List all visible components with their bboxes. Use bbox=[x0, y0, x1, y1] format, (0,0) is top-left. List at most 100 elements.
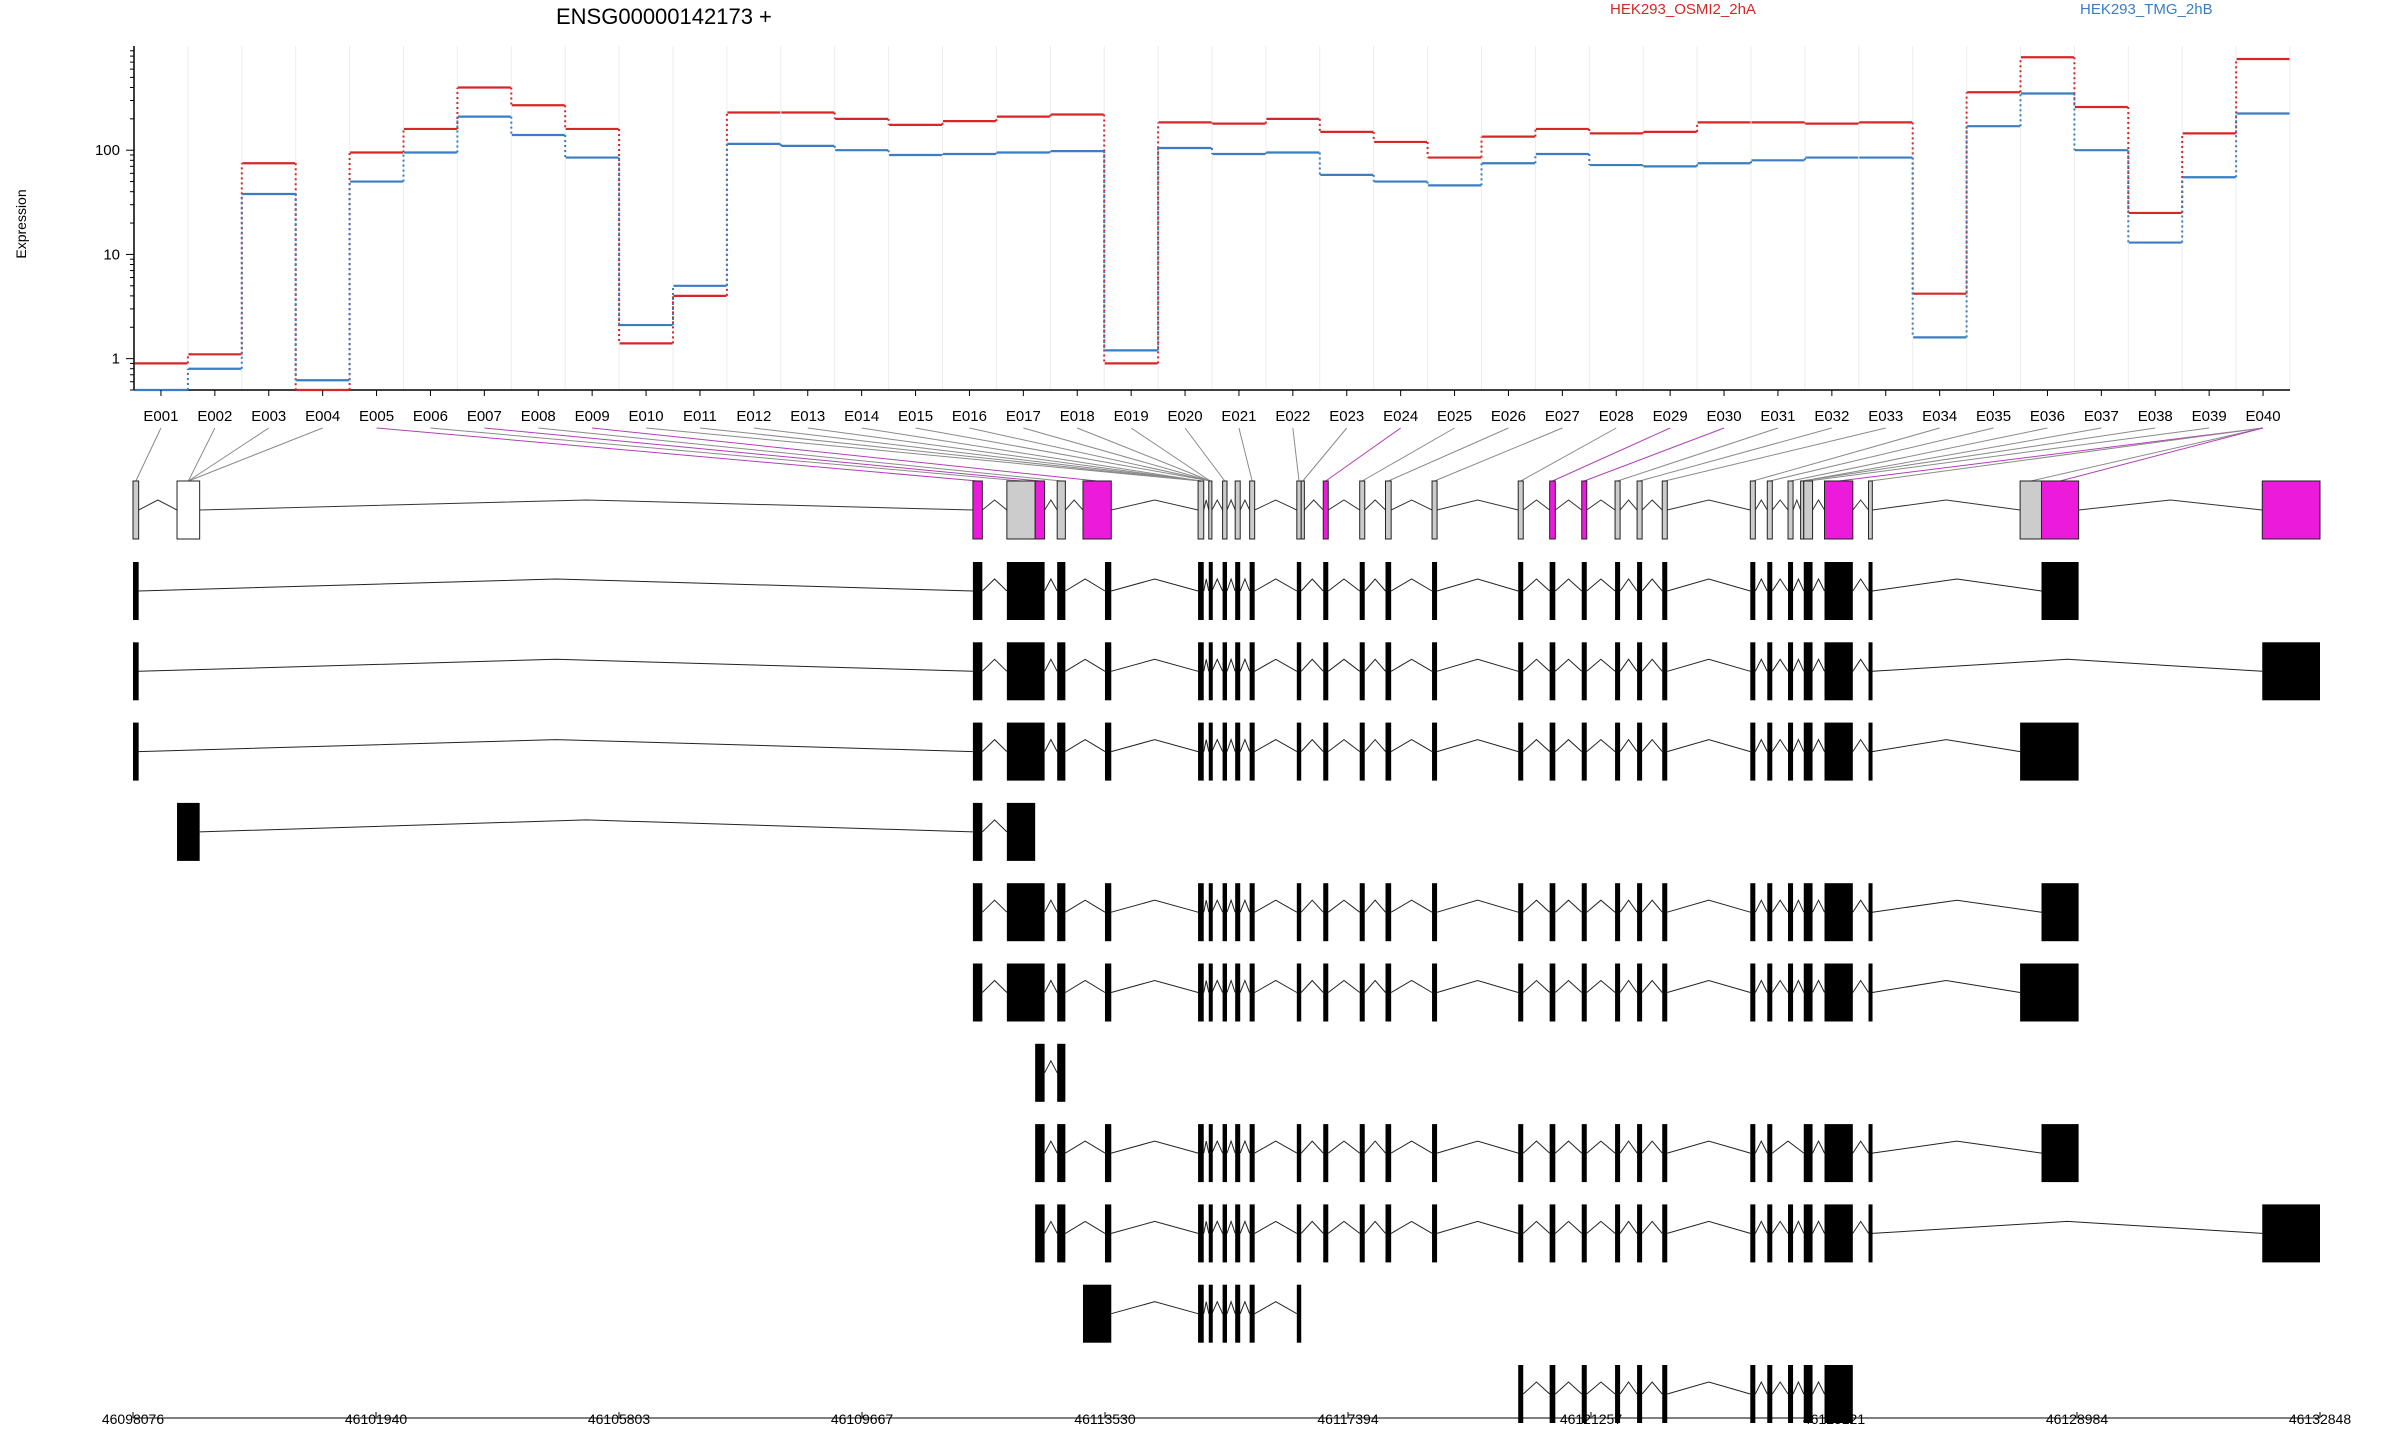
y-tick-label: 10 bbox=[103, 246, 120, 263]
bin-connector bbox=[1802, 427, 2156, 482]
bin-connector bbox=[1325, 427, 1401, 482]
transcript-exon bbox=[1615, 1365, 1621, 1423]
exon-bin-box bbox=[1322, 480, 1329, 540]
transcript-exon bbox=[2262, 642, 2320, 701]
transcript-exon bbox=[1249, 562, 1255, 620]
transcript-intron bbox=[1641, 1140, 1663, 1154]
transcript-intron bbox=[1327, 899, 1361, 913]
transcript-exon bbox=[1518, 1204, 1524, 1263]
transcript-intron bbox=[1111, 739, 1199, 753]
bin-connector bbox=[969, 427, 1211, 482]
exon-bin-box bbox=[1749, 480, 1756, 540]
transcript-exon bbox=[1518, 963, 1524, 1022]
transcript-exon bbox=[1432, 963, 1438, 1022]
transcript-intron bbox=[1226, 898, 1236, 913]
transcript-intron bbox=[1619, 658, 1638, 672]
transcript-intron bbox=[1300, 658, 1324, 672]
bin-label: E030 bbox=[1707, 408, 1742, 425]
transcript-intron bbox=[1771, 578, 1789, 592]
transcript-exon bbox=[1057, 642, 1066, 701]
transcript-exon bbox=[1198, 1284, 1204, 1343]
transcript-intron bbox=[1111, 1140, 1199, 1154]
transcript-intron bbox=[1044, 738, 1058, 752]
bin-label: E029 bbox=[1653, 408, 1688, 425]
bin-label: E022 bbox=[1275, 408, 1310, 425]
transcript-exon bbox=[1235, 1204, 1241, 1263]
bin-label: E028 bbox=[1599, 408, 1634, 425]
transcript-intron bbox=[1327, 1220, 1361, 1234]
intron-line bbox=[1203, 499, 1210, 511]
bin-label: E036 bbox=[2030, 408, 2065, 425]
transcript-exon bbox=[1549, 963, 1556, 1022]
bin-connector bbox=[1870, 427, 2264, 482]
bin-connector bbox=[1790, 427, 2048, 482]
intron-line bbox=[1812, 499, 1825, 511]
exon-bin-box bbox=[2261, 480, 2321, 540]
transcript-intron bbox=[1044, 1140, 1058, 1154]
transcript-intron bbox=[1364, 578, 1386, 592]
intron-line bbox=[1044, 499, 1058, 511]
transcript-intron bbox=[1792, 658, 1805, 672]
bin-label: E034 bbox=[1922, 408, 1957, 425]
transcript-intron bbox=[981, 979, 1008, 993]
transcript-intron bbox=[1586, 1140, 1616, 1154]
transcript-exon bbox=[1104, 642, 1112, 701]
transcript-exon bbox=[1824, 1124, 1853, 1183]
transcript-exon bbox=[1637, 722, 1643, 781]
transcript-intron bbox=[1754, 899, 1768, 913]
transcript-intron bbox=[1792, 738, 1805, 752]
transcript-exon bbox=[1057, 562, 1066, 620]
transcript-exon bbox=[1385, 722, 1392, 781]
transcript-exon bbox=[1385, 1124, 1392, 1183]
bin-connector bbox=[484, 427, 1040, 482]
transcript-exon bbox=[1359, 963, 1365, 1022]
transcript-intron bbox=[1254, 899, 1298, 913]
transcript-intron bbox=[1522, 658, 1550, 672]
transcript-intron bbox=[1300, 899, 1324, 913]
bin-connector bbox=[861, 427, 1201, 482]
bin-label: E032 bbox=[1814, 408, 1849, 425]
intron-line bbox=[1754, 499, 1768, 511]
transcript-intron bbox=[1239, 1139, 1251, 1154]
bin-connector bbox=[1584, 427, 1725, 482]
transcript-exon bbox=[1296, 1284, 1302, 1343]
transcript-intron bbox=[1792, 898, 1805, 913]
bin-connector bbox=[1802, 427, 2102, 482]
transcript-intron bbox=[1641, 578, 1663, 592]
transcript-intron bbox=[199, 819, 973, 833]
intron-line bbox=[1211, 498, 1224, 511]
bin-connector bbox=[753, 427, 1201, 482]
transcript-exon bbox=[1198, 642, 1204, 701]
transcript-intron bbox=[1852, 578, 1869, 592]
transcript-exon bbox=[1637, 1124, 1643, 1183]
transcript-exon bbox=[1518, 642, 1524, 701]
transcript-intron bbox=[1754, 979, 1768, 993]
bin-connector bbox=[1808, 427, 2210, 482]
transcript-exon bbox=[972, 963, 983, 1022]
transcript-exon bbox=[1788, 883, 1794, 942]
transcript-intron bbox=[1522, 979, 1550, 993]
bin-label: E035 bbox=[1976, 408, 2011, 425]
exon-bin-box bbox=[1234, 480, 1241, 540]
bin-label: E011 bbox=[683, 408, 717, 425]
transcript-exon bbox=[1296, 642, 1302, 701]
transcript-intron bbox=[1641, 658, 1663, 672]
transcript-intron bbox=[1641, 979, 1663, 993]
transcript-exon bbox=[1359, 1124, 1365, 1183]
y-tick-label: 100 bbox=[95, 142, 120, 159]
bin-connector bbox=[2030, 427, 2264, 482]
transcript-intron bbox=[1364, 738, 1386, 752]
transcript-intron bbox=[1667, 658, 1751, 672]
transcript-intron bbox=[1327, 979, 1361, 993]
transcript-intron bbox=[1111, 979, 1199, 993]
transcript-intron bbox=[1812, 738, 1825, 752]
bin-label: E038 bbox=[2138, 408, 2173, 425]
bin-label: E008 bbox=[521, 408, 556, 425]
transcript-exon bbox=[1208, 642, 1213, 701]
transcript-exon bbox=[1208, 1124, 1213, 1183]
transcript-intron bbox=[1203, 900, 1210, 913]
intron-line bbox=[1327, 499, 1360, 511]
transcript-exon bbox=[1581, 883, 1587, 942]
transcript-exon bbox=[1296, 722, 1302, 781]
exon-bin-box bbox=[1614, 480, 1621, 540]
